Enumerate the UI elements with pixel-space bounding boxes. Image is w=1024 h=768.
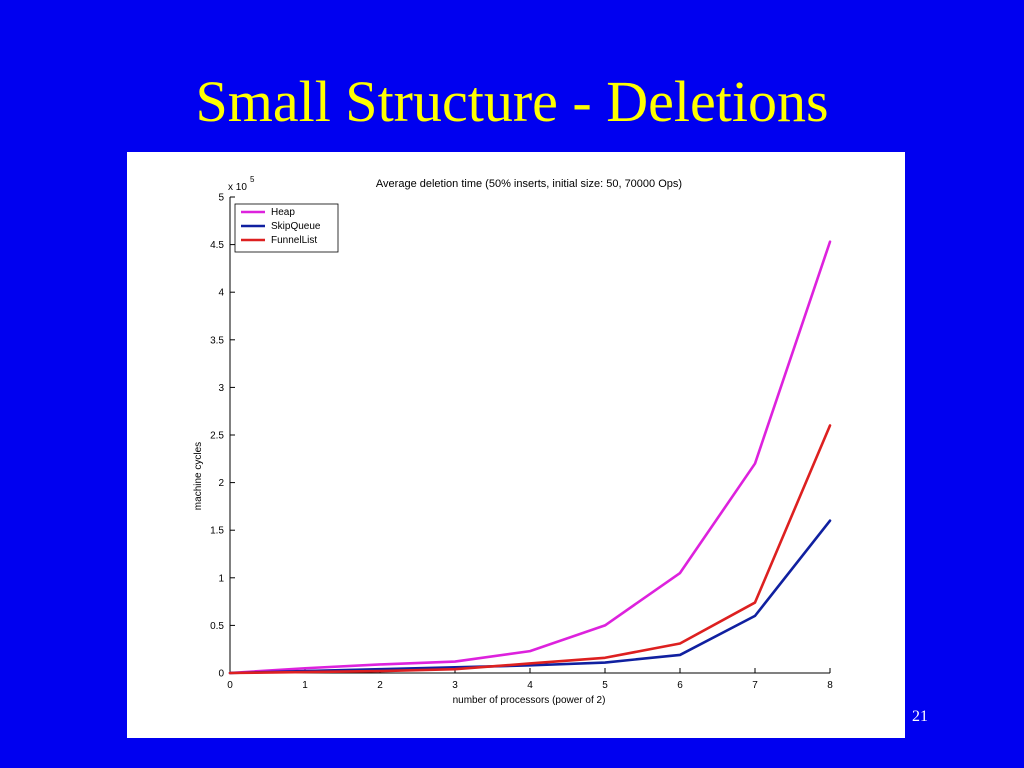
- x-axis-label: number of processors (power of 2): [453, 695, 606, 706]
- chart-panel: Average deletion time (50% inserts, init…: [127, 152, 905, 738]
- y-tick-label: 3: [218, 383, 224, 394]
- y-tick-label: 2.5: [210, 431, 224, 442]
- line-chart: Average deletion time (50% inserts, init…: [193, 175, 833, 706]
- y-tick-label: 3.5: [210, 335, 224, 346]
- y-tick-label: 4: [218, 288, 224, 299]
- legend: Heap SkipQueue FunnelList: [234, 203, 339, 253]
- y-tick-label: 0: [218, 669, 224, 680]
- y-axis-label: machine cycles: [193, 442, 204, 510]
- y-tick-label: 0.5: [210, 621, 224, 632]
- x-tick-label: 6: [677, 680, 683, 691]
- x-tick-label: 0: [227, 680, 233, 691]
- x-tick-label: 3: [452, 680, 458, 691]
- slide-number: 21: [912, 708, 928, 725]
- legend-label-skipqueue: SkipQueue: [271, 221, 321, 232]
- y-tick-label: 1: [218, 573, 224, 584]
- y-multiplier-label: x 10: [228, 182, 247, 193]
- y-tick-label: 5: [218, 193, 224, 204]
- x-tick-label: 5: [602, 680, 608, 691]
- axes-group: 0 0.5 1 1.5 2 2.5 3 3.5 4 4.5 5 0 1 2 3 4 5 6 7 8: [210, 193, 833, 692]
- x-tick-label: 1: [302, 680, 308, 691]
- x-tick-label: 7: [752, 680, 758, 691]
- series-lines: [228, 240, 832, 675]
- y-tick-label: 4.5: [210, 240, 224, 251]
- series-line-funnellist: [228, 424, 832, 675]
- legend-label-heap: Heap: [271, 207, 295, 218]
- y-multiplier-exponent: 5: [250, 175, 255, 184]
- chart-title: Average deletion time (50% inserts, init…: [376, 178, 682, 190]
- x-tick-label: 4: [527, 680, 533, 691]
- legend-label-funnellist: FunnelList: [271, 235, 317, 246]
- y-tick-label: 2: [218, 478, 224, 489]
- slide-title: Small Structure - Deletions: [195, 69, 829, 134]
- series-line-heap: [228, 240, 832, 675]
- x-tick-label: 8: [827, 680, 833, 691]
- y-tick-label: 1.5: [210, 526, 224, 537]
- x-tick-label: 2: [377, 680, 383, 691]
